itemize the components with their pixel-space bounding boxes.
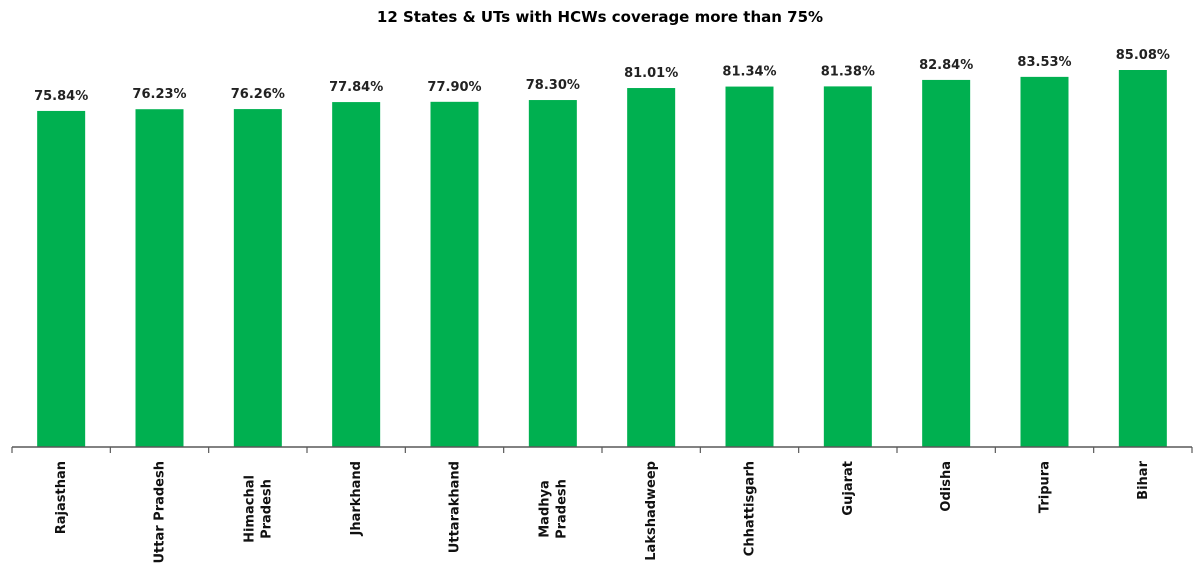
data-label: 82.84% — [919, 58, 973, 73]
bar — [922, 79, 971, 447]
category-label-line: Rajasthan — [54, 461, 69, 534]
data-label: 78.30% — [526, 78, 580, 93]
category-label: Uttar Pradesh — [153, 461, 168, 564]
category-label-line: Lakshadweep — [644, 461, 659, 561]
bars-group — [37, 70, 1167, 448]
bar — [823, 86, 872, 448]
data-label: 76.26% — [231, 87, 285, 102]
chart-title: 12 States & UTs with HCWs coverage more … — [377, 8, 823, 26]
category-label-line: Chhattisgarh — [743, 461, 758, 556]
bar — [1118, 70, 1167, 447]
bar — [725, 86, 774, 448]
category-label: Uttarakhand — [448, 461, 463, 553]
category-label-line: Uttarakhand — [448, 461, 463, 553]
data-label: 77.90% — [427, 80, 481, 95]
category-label: Tripura — [1038, 461, 1053, 513]
category-label: Lakshadweep — [644, 461, 659, 561]
bar — [135, 109, 184, 447]
category-label-line: Pradesh — [259, 479, 274, 539]
bar — [233, 109, 282, 447]
bar — [627, 88, 676, 448]
bar — [1020, 76, 1069, 448]
category-label: Odisha — [939, 461, 954, 512]
category-label-line: Odisha — [939, 461, 954, 512]
data-label: 83.53% — [1017, 55, 1071, 70]
data-label: 76.23% — [132, 87, 186, 102]
category-label-line: Uttar Pradesh — [153, 461, 168, 564]
category-label: Gujarat — [841, 461, 856, 516]
category-label-line: Madhya — [537, 480, 552, 538]
category-label: Jharkhand — [349, 461, 364, 537]
data-label: 75.84% — [34, 89, 88, 104]
bar — [37, 110, 86, 448]
category-labels-group: Rajasthan Uttar Pradesh Himachal Pradesh Jha… — [54, 460, 1151, 563]
bar — [332, 102, 381, 448]
bar — [528, 100, 577, 447]
category-label-line: Himachal — [242, 475, 257, 543]
data-label: 81.01% — [624, 66, 678, 81]
category-label: Chhattisgarh — [743, 461, 758, 556]
category-label-line: Bihar — [1136, 460, 1151, 499]
category-label: Rajasthan — [54, 461, 69, 534]
category-label-line: Pradesh — [554, 479, 569, 539]
data-labels-group: 75.84% 76.23% 76.26% 77.84% 77.90% 78.30% 81.0… — [34, 48, 1170, 104]
data-label: 85.08% — [1116, 48, 1170, 63]
category-label-line: Jharkhand — [349, 461, 364, 537]
category-label-line: Gujarat — [841, 461, 856, 516]
x-axis — [11, 446, 1193, 453]
category-label: Madhya Pradesh — [537, 479, 569, 539]
data-label: 81.38% — [821, 64, 875, 79]
category-label: Himachal Pradesh — [242, 475, 274, 543]
category-label-line: Tripura — [1038, 461, 1053, 513]
data-label: 77.84% — [329, 80, 383, 95]
category-label: Bihar — [1136, 460, 1151, 499]
bar — [430, 101, 479, 448]
data-label: 81.34% — [722, 65, 776, 80]
